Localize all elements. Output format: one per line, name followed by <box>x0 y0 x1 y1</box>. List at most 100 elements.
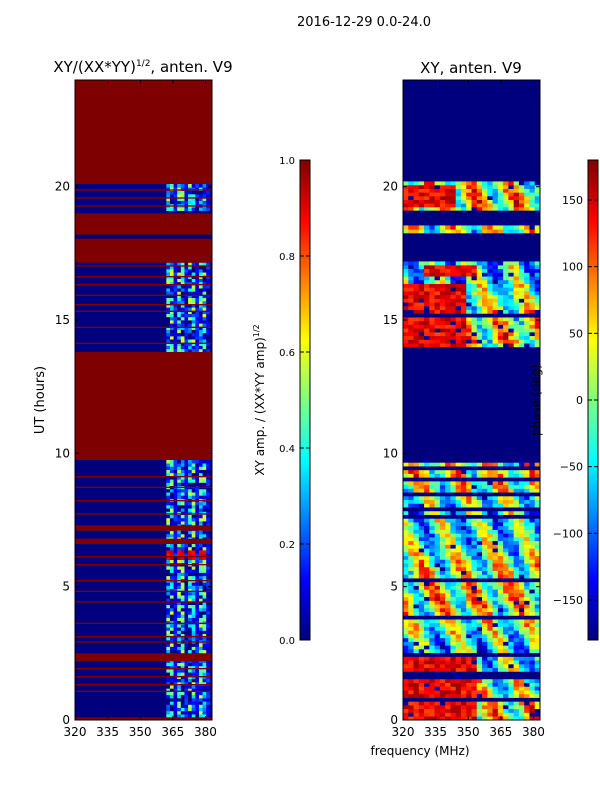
phase-cell <box>445 626 451 631</box>
amp-cell <box>184 588 189 593</box>
amp-cell <box>173 517 178 522</box>
phase-cell <box>450 540 456 545</box>
phase-cell <box>403 203 409 208</box>
phase-cell <box>439 585 446 590</box>
phase-cell <box>471 298 478 303</box>
amp-cell <box>198 342 203 346</box>
amp-cell <box>177 704 182 708</box>
phase-cell <box>534 615 540 620</box>
phase-cell <box>471 473 478 478</box>
amp-cell <box>166 624 171 628</box>
amp-cell <box>202 307 207 311</box>
phase-cell <box>492 678 499 683</box>
amp-cell <box>169 591 174 596</box>
phase-cell <box>424 664 430 669</box>
phase-cell <box>450 596 456 601</box>
phase-cell <box>460 481 467 486</box>
phase-cell <box>492 540 499 545</box>
amp-cell <box>188 598 193 602</box>
phase-cell <box>413 537 420 542</box>
phase-cell <box>503 708 509 713</box>
phase-cell <box>460 667 467 672</box>
phase-cell <box>434 712 441 717</box>
amp-cell <box>195 585 200 589</box>
phase-xtick-label: 335 <box>424 725 447 739</box>
amp-cell <box>169 463 174 467</box>
phase-cell <box>455 600 462 605</box>
phase-cell <box>513 552 520 557</box>
phase-cell <box>476 185 483 189</box>
amp-cell <box>177 672 182 676</box>
phase-cell <box>476 686 483 691</box>
amp-cell <box>188 323 193 327</box>
phase-cell <box>450 346 456 351</box>
phase-cell <box>450 499 456 504</box>
phase-cell <box>482 328 488 333</box>
phase-cell <box>413 604 420 609</box>
phase-cell <box>482 693 488 698</box>
phase-cell <box>487 188 493 193</box>
phase-cell <box>418 716 425 720</box>
amp-cell <box>198 269 203 273</box>
phase-cell <box>466 346 472 351</box>
amp-cell <box>191 479 196 483</box>
amp-cell <box>188 281 193 286</box>
amp-cell <box>202 297 207 302</box>
phase-cell <box>529 343 536 348</box>
phase-cell <box>445 533 451 538</box>
phase-cell <box>471 533 478 538</box>
phase-cell <box>455 630 462 635</box>
phase-cell <box>439 306 446 311</box>
amp-cell <box>166 559 171 564</box>
amp-cell <box>195 310 200 315</box>
amp-cell <box>195 575 200 580</box>
phase-cell <box>439 533 446 538</box>
phase-cell <box>513 566 520 571</box>
phase-cell <box>497 664 504 669</box>
phase-cell <box>408 608 414 613</box>
phase-cell <box>508 682 514 687</box>
phase-cell <box>487 507 493 512</box>
amp-cell <box>166 566 171 570</box>
amp-cell <box>198 556 203 561</box>
phase-cell <box>413 540 420 545</box>
phase-cell <box>471 332 478 337</box>
amp-cell <box>195 553 200 557</box>
amp-cell <box>195 566 200 570</box>
phase-cell <box>445 469 451 474</box>
amp-cell <box>180 336 185 340</box>
phase-cell <box>482 339 488 344</box>
phase-cell <box>439 335 446 340</box>
phase-cell <box>513 686 520 691</box>
phase-cell <box>413 656 420 661</box>
amp-cell <box>173 701 178 705</box>
phase-cell <box>445 630 451 635</box>
phase-cell <box>476 458 483 463</box>
phase-cell <box>482 656 488 661</box>
phase-cell <box>466 499 472 504</box>
phase-cell <box>508 563 514 568</box>
phase-cell <box>424 701 430 706</box>
phase-cell <box>413 712 420 717</box>
phase-cell <box>439 600 446 605</box>
phase-cell <box>450 671 456 676</box>
amp-cell <box>195 197 200 201</box>
phase-cell <box>534 716 540 720</box>
phase-cell <box>529 540 536 545</box>
phase-cell <box>403 346 409 351</box>
phase-cell <box>455 265 462 270</box>
amp-cell <box>173 556 178 561</box>
amp-cell <box>177 572 182 577</box>
phase-cell <box>445 265 451 270</box>
phase-cell <box>455 469 462 474</box>
amp-cell <box>169 521 174 525</box>
phase-cell <box>487 540 493 545</box>
phase-cell <box>492 484 499 489</box>
phase-cell <box>403 637 409 642</box>
phase-cell <box>513 615 520 620</box>
amp-cell <box>180 469 185 474</box>
phase-cell <box>455 596 462 601</box>
amp-cell <box>173 624 178 628</box>
phase-cell <box>497 626 504 631</box>
